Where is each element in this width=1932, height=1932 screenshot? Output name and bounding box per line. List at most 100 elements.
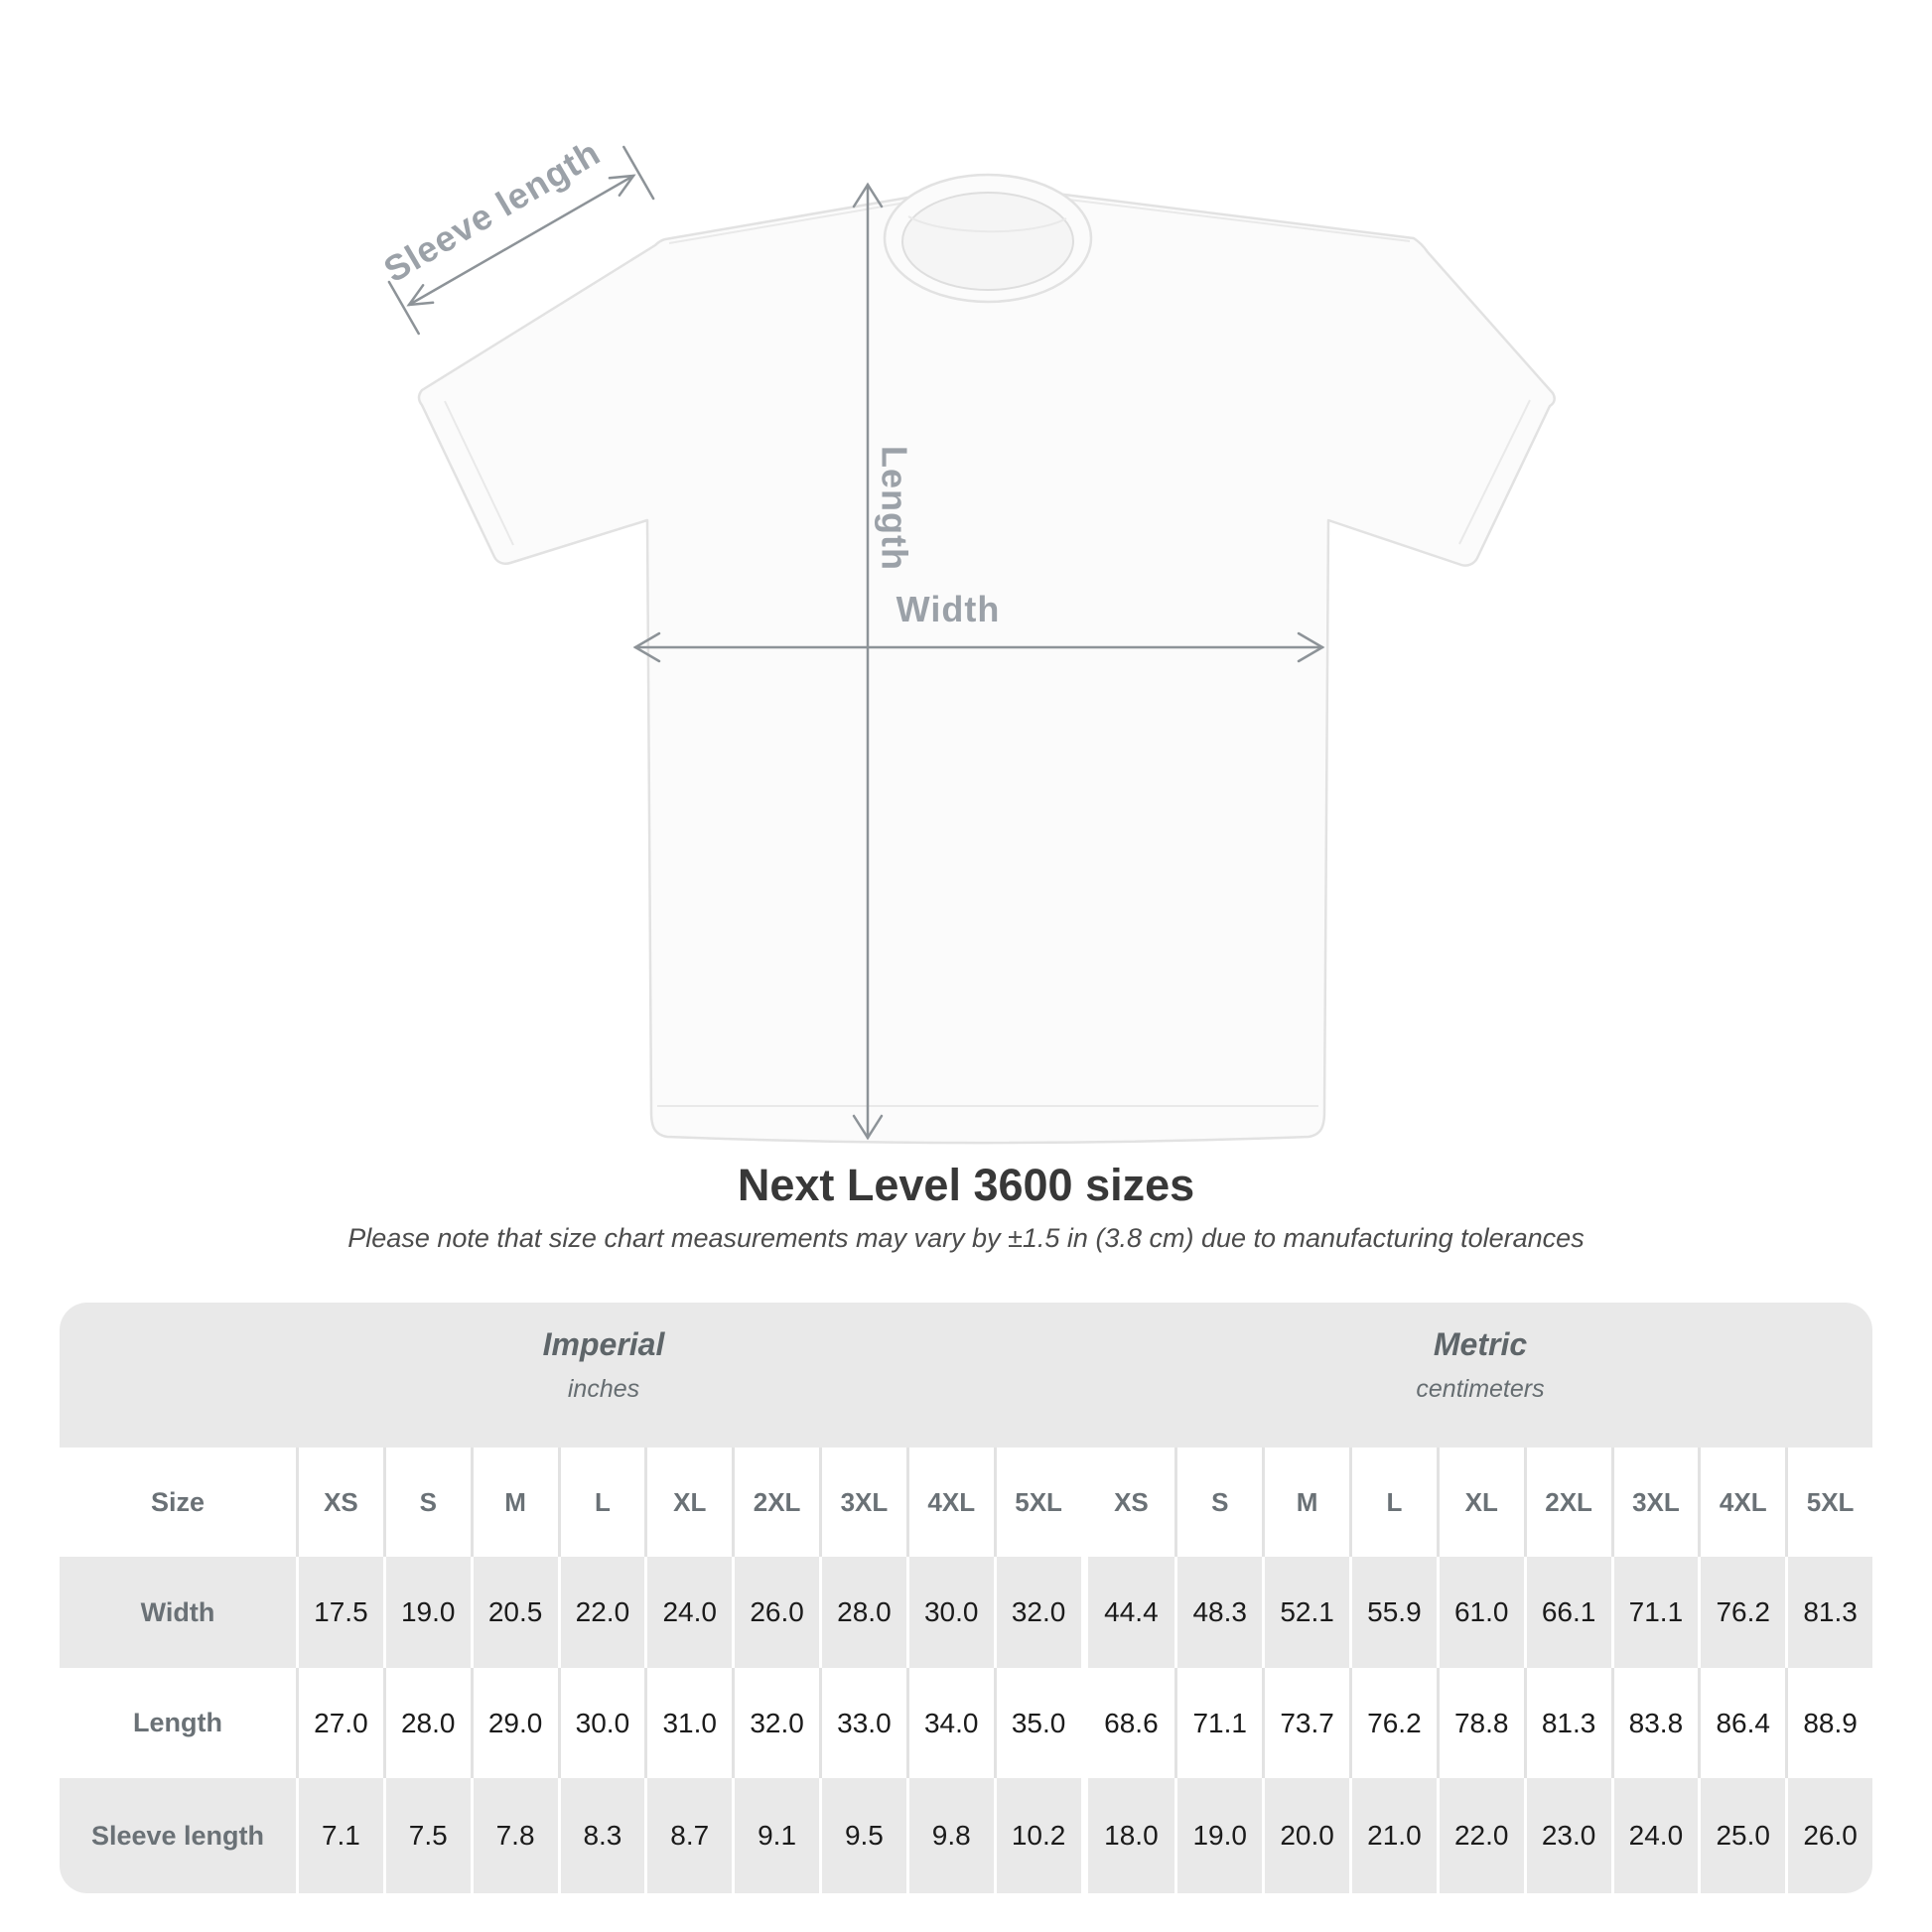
table-cell: 55.9 [1349, 1557, 1437, 1668]
table-cell: 19.0 [1174, 1778, 1262, 1893]
table-cell: 8.7 [644, 1778, 732, 1893]
size-header: 5XL [1785, 1448, 1872, 1557]
group-divider [1080, 1448, 1088, 1557]
metric-group-unit: centimeters [1416, 1375, 1545, 1403]
group-divider [1080, 1668, 1088, 1778]
size-header: 3XL [1610, 1448, 1699, 1557]
table-cell: 81.3 [1785, 1557, 1872, 1668]
table-row-sleeve-length: Sleeve length 7.1 7.5 7.8 8.3 8.7 9.1 9.… [60, 1778, 1872, 1893]
size-header: S [382, 1448, 471, 1557]
table-cell: 83.8 [1610, 1668, 1699, 1778]
table-cell: 24.0 [1610, 1778, 1699, 1893]
length-label: Length [874, 446, 914, 571]
table-cell: 73.7 [1262, 1668, 1349, 1778]
table-row-width: Width 17.5 19.0 20.5 22.0 24.0 26.0 28.0… [60, 1557, 1872, 1668]
size-header: 5XL [993, 1448, 1081, 1557]
collar-inner [901, 192, 1074, 291]
group-divider [1080, 1778, 1088, 1893]
size-table: Imperial inches Metric centimeters Size … [60, 1303, 1872, 1893]
table-cell: 71.1 [1174, 1668, 1262, 1778]
table-cell: 71.1 [1610, 1557, 1699, 1668]
table-cell: 7.5 [382, 1778, 471, 1893]
table-cell: 10.2 [993, 1778, 1081, 1893]
row-label: Length [133, 1708, 222, 1737]
unit-group-header: Imperial inches Metric centimeters [60, 1303, 1872, 1448]
right-shoulder-seam [1051, 197, 1411, 242]
tshirt-size-diagram: Sleeve length Length Width [376, 132, 1556, 1145]
table-cell: 32.0 [993, 1557, 1081, 1668]
size-header: XS [1114, 1486, 1149, 1517]
table-row-length: Length 27.0 28.0 29.0 30.0 31.0 32.0 33.… [60, 1668, 1872, 1778]
table-cell: 88.9 [1785, 1668, 1872, 1778]
size-header: 2XL [1523, 1448, 1611, 1557]
table-cell: 25.0 [1698, 1778, 1785, 1893]
table-cell: 30.0 [557, 1668, 645, 1778]
imperial-group-unit: inches [567, 1375, 640, 1403]
table-cell: 26.0 [732, 1557, 819, 1668]
size-header: 3XL [819, 1448, 906, 1557]
group-divider [1080, 1557, 1088, 1668]
size-header: M [470, 1448, 558, 1557]
page-subtitle: Please note that size chart measurements… [347, 1223, 1585, 1253]
table-cell: 7.8 [470, 1778, 558, 1893]
left-cuff-seam [444, 400, 514, 546]
tshirt-shape [417, 173, 1556, 1145]
table-cell: 19.0 [382, 1557, 471, 1668]
imperial-group-name: Imperial [542, 1326, 665, 1362]
size-header: XS [296, 1448, 383, 1557]
row-label: Width [140, 1596, 215, 1627]
table-cell: 20.5 [470, 1557, 558, 1668]
size-header: M [1262, 1448, 1349, 1557]
table-cell: 23.0 [1523, 1778, 1611, 1893]
table-cell: 9.5 [819, 1778, 906, 1893]
table-cell: 33.0 [819, 1668, 906, 1778]
size-header: XL [1436, 1448, 1524, 1557]
table-cell: 29.0 [470, 1668, 558, 1778]
size-header: L [557, 1448, 645, 1557]
size-header: 4XL [1698, 1448, 1785, 1557]
size-header: XL [644, 1448, 732, 1557]
table-cell: 27.0 [296, 1668, 383, 1778]
tshirt-illustration: Sleeve length Length Width [376, 132, 1556, 1145]
table-cell: 66.1 [1523, 1557, 1611, 1668]
length-arrow [852, 182, 884, 1141]
table-cell: 21.0 [1349, 1778, 1437, 1893]
sleeve-length-arrow [387, 145, 655, 336]
right-cuff-seam [1458, 399, 1531, 545]
collar-back-seam [907, 215, 1067, 233]
table-cell: 68.6 [1104, 1707, 1159, 1738]
table-cell: 61.0 [1436, 1557, 1524, 1668]
table-cell: 34.0 [905, 1668, 994, 1778]
width-arrow [632, 631, 1325, 663]
table-cell: 28.0 [382, 1668, 471, 1778]
table-cell: 78.8 [1436, 1668, 1524, 1778]
table-cell: 7.1 [296, 1778, 383, 1893]
table-cell: 24.0 [644, 1557, 732, 1668]
table-cell: 9.8 [905, 1778, 994, 1893]
size-header: S [1174, 1448, 1262, 1557]
table-cell: 22.0 [557, 1557, 645, 1668]
table-cell: 32.0 [732, 1668, 819, 1778]
table-cell: 17.5 [296, 1557, 383, 1668]
row-label: Sleeve length [90, 1820, 265, 1851]
table-cell: 76.2 [1698, 1557, 1785, 1668]
table-cell: 18.0 [1104, 1820, 1159, 1851]
table-cell: 44.4 [1104, 1596, 1159, 1627]
metric-group-name: Metric [1433, 1326, 1528, 1362]
size-header: L [1349, 1448, 1437, 1557]
table-cell: 20.0 [1262, 1778, 1349, 1893]
table-cell: 28.0 [819, 1557, 906, 1668]
table-cell: 76.2 [1349, 1668, 1437, 1778]
table-cell: 8.3 [557, 1778, 645, 1893]
table-cell: 86.4 [1698, 1668, 1785, 1778]
table-cell: 22.0 [1436, 1778, 1524, 1893]
table-cell: 30.0 [905, 1557, 994, 1668]
metric-group: Metric centimeters [1416, 1326, 1544, 1404]
width-label: Width [897, 589, 1001, 629]
size-column-header: Size [150, 1486, 206, 1517]
table-cell: 48.3 [1174, 1557, 1262, 1668]
page-title: Next Level 3600 sizes [737, 1160, 1195, 1210]
size-header: 4XL [905, 1448, 994, 1557]
imperial-group: Imperial inches [543, 1326, 665, 1404]
size-header: 2XL [732, 1448, 819, 1557]
